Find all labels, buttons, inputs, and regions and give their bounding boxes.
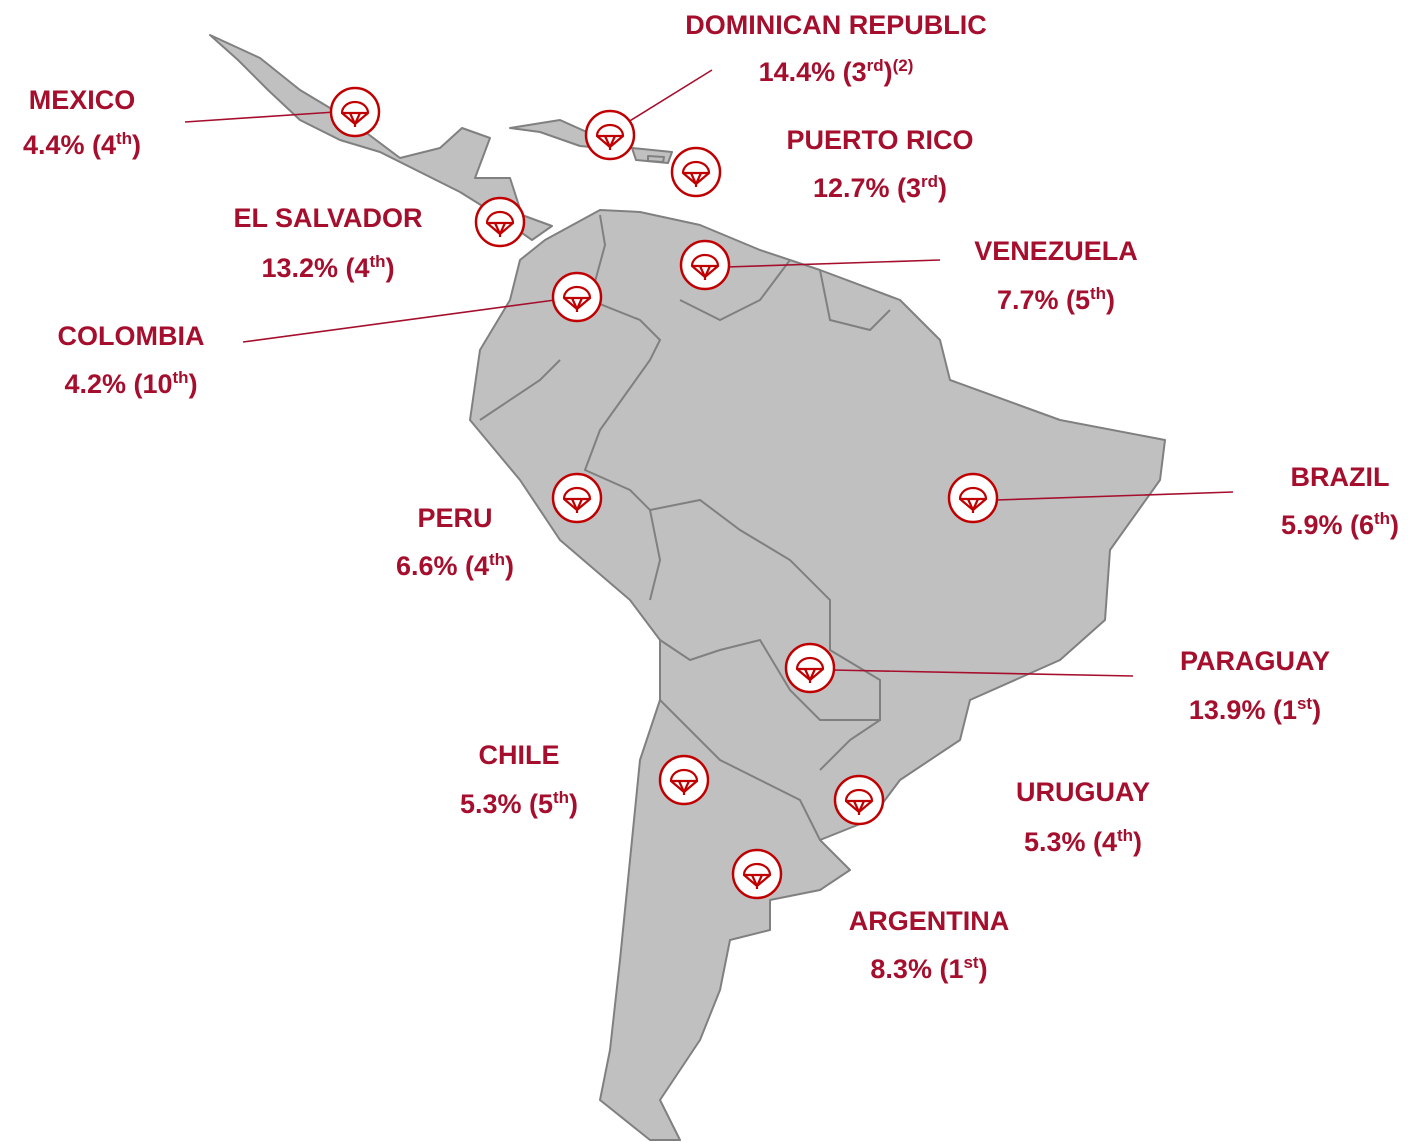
country-share: 12.7% (3rd) [813,172,947,203]
country-share: 13.9% (1st) [1189,694,1321,725]
country-name: DOMINICAN REPUBLIC [685,10,987,40]
icon-umbrella [485,210,515,237]
country-share: 5.3% (5th) [460,788,578,819]
country-share: 4.4% (4th) [23,129,141,160]
country-name: MEXICO [29,85,136,115]
share-text: 13.9% (1 [1189,695,1297,725]
leader-line [725,259,941,268]
country-share: 5.9% (6th) [1281,509,1399,540]
rank-suffix: th [1374,509,1390,528]
country-name: PERU [417,503,492,533]
share-text: ) [1390,510,1399,540]
icon-umbrella [844,788,874,815]
share-text: 13.2% (4 [261,253,369,283]
leader-line [831,669,1134,677]
insurer-icon [551,472,603,524]
share-text: 14.4% (3 [759,57,867,87]
insurer-icon [833,774,885,826]
insurer-icon [658,754,710,806]
country-name: EL SALVADOR [233,203,422,233]
share-text: 12.7% (3 [813,173,921,203]
share-text: ) [938,173,947,203]
share-text: 7.7% (5 [997,285,1090,315]
country-share: 13.2% (4th) [261,252,394,283]
leader-line [184,111,336,123]
country-name: PUERTO RICO [786,125,973,155]
share-text: 4.4% (4 [23,130,116,160]
rank-suffix: st [963,953,978,972]
icon-umbrella [595,123,625,150]
icon-umbrella [742,862,772,889]
share-text: 5.9% (6 [1281,510,1374,540]
share-text: 5.3% (4 [1024,827,1117,857]
country-share: 14.4% (3rd)(2) [759,56,914,87]
country-share: 8.3% (1st) [870,953,987,984]
country-name: PARAGUAY [1180,646,1330,676]
rank-suffix: th [370,252,386,271]
country-share: 5.3% (4th) [1024,826,1142,857]
rank-suffix: th [116,129,132,148]
share-text: ) [386,253,395,283]
insurer-icon [329,86,381,138]
rank-suffix: th [1090,284,1106,303]
share-text: ) [884,57,893,87]
country-share: 4.2% (10th) [64,368,197,399]
rank-suffix: rd [921,172,938,191]
insurer-icon [474,196,526,248]
country-name: VENEZUELA [974,236,1138,266]
insurer-icon [731,848,783,900]
share-text: ) [1106,285,1115,315]
share-text: ) [1133,827,1142,857]
insurer-icon [670,146,722,198]
share-text: 4.2% (10 [64,369,172,399]
insurer-icon [679,239,731,291]
rank-suffix: th [489,550,505,569]
rank-suffix: rd [867,56,884,75]
country-name: COLOMBIA [58,321,205,351]
rank-suffix: th [553,788,569,807]
share-text: ) [979,954,988,984]
share-text: ) [132,130,141,160]
rank-suffix: th [1117,826,1133,845]
rank-suffix: st [1297,694,1312,713]
insurer-icon [947,472,999,524]
country-name: URUGUAY [1016,777,1150,807]
country-name: ARGENTINA [849,906,1010,936]
country-name: CHILE [479,740,560,770]
insurer-icon [551,271,603,323]
leader-line [995,491,1234,501]
icon-umbrella [795,656,825,683]
country-name: BRAZIL [1291,462,1390,492]
icon-umbrella [562,486,592,513]
icon-umbrella [681,160,711,187]
icon-umbrella [958,486,988,513]
puerto-rico-island [647,155,665,163]
leader-line [242,299,556,343]
share-text: 8.3% (1 [870,954,963,984]
insurer-icon [784,642,836,694]
landmass [209,34,1166,1141]
country-share: 7.7% (5th) [997,284,1115,315]
share-text: ) [1312,695,1321,725]
share-text: ) [189,369,198,399]
share-text: ) [569,789,578,819]
icon-umbrella [562,285,592,312]
share-text: 6.6% (4 [396,551,489,581]
icon-umbrella [669,768,699,795]
rank-suffix: th [173,368,189,387]
icon-umbrella [690,253,720,280]
share-text: ) [505,551,514,581]
country-share: 6.6% (4th) [396,550,514,581]
share-text: 5.3% (5 [460,789,553,819]
borders [479,214,891,841]
leader-line [627,69,713,123]
icon-umbrella [340,100,370,127]
insurer-icon [584,109,636,161]
rank-suffix: (2) [893,56,914,75]
